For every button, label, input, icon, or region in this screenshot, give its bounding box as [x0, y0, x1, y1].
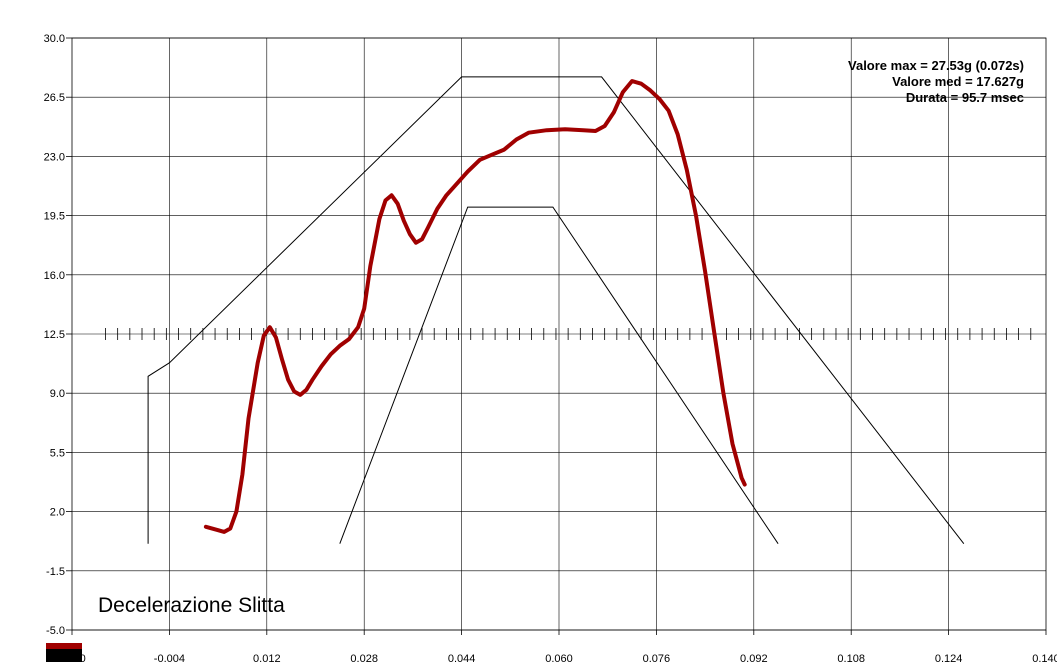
y-tick-label: -5.0 — [46, 625, 65, 637]
x-tick-label: 0.124 — [935, 653, 963, 665]
x-tick-label: 0.140 — [1032, 653, 1057, 665]
x-tick-label: 0.076 — [643, 653, 671, 665]
x-tick-label: 0.108 — [837, 653, 865, 665]
y-tick-label: 9.0 — [50, 388, 65, 400]
x-tick-label: 0.092 — [740, 653, 768, 665]
y-tick-label: 12.5 — [44, 329, 65, 341]
mean-value-label: Valore med = 17.627g — [892, 74, 1024, 89]
max-value-label: Valore max = 27.53g (0.072s) — [848, 58, 1024, 73]
corridor-lower-line — [339, 206, 779, 544]
y-tick-label: -1.5 — [46, 566, 65, 578]
duration-label: Durata = 95.7 msec — [906, 90, 1024, 105]
y-tick-label: 30.0 — [44, 33, 65, 45]
x-tick-label: 0.028 — [350, 653, 378, 665]
y-tick-label: 2.0 — [50, 507, 65, 519]
y-tick-label: 23.0 — [44, 151, 65, 163]
chart-title: Decelerazione Slitta — [98, 594, 285, 617]
axes-layer: 30.0 26.5 23.0 19.5 16.0 12.5 9.0 5.5 2.0 -1.5 -5.… — [44, 33, 1057, 665]
color-legend-box — [46, 643, 82, 662]
series-layer — [203, 79, 747, 534]
y-tick-label: 16.0 — [44, 270, 65, 282]
x-tick-label: 0.060 — [545, 653, 573, 665]
series-line — [203, 79, 747, 534]
legend-swatch-signal — [46, 643, 82, 649]
corridor-layer — [147, 76, 965, 545]
x-tick-label: 0.012 — [253, 653, 281, 665]
y-tick-label: 26.5 — [44, 92, 65, 104]
x-tick-label: -0.004 — [154, 653, 185, 665]
y-tick-label: 19.5 — [44, 211, 65, 223]
tick-marks-layer — [105, 328, 1032, 340]
x-tick-label: 0.044 — [448, 653, 476, 665]
legend-swatch-corridor — [46, 649, 82, 662]
corridor-upper-line — [147, 76, 965, 545]
y-tick-label: 5.5 — [50, 447, 65, 459]
